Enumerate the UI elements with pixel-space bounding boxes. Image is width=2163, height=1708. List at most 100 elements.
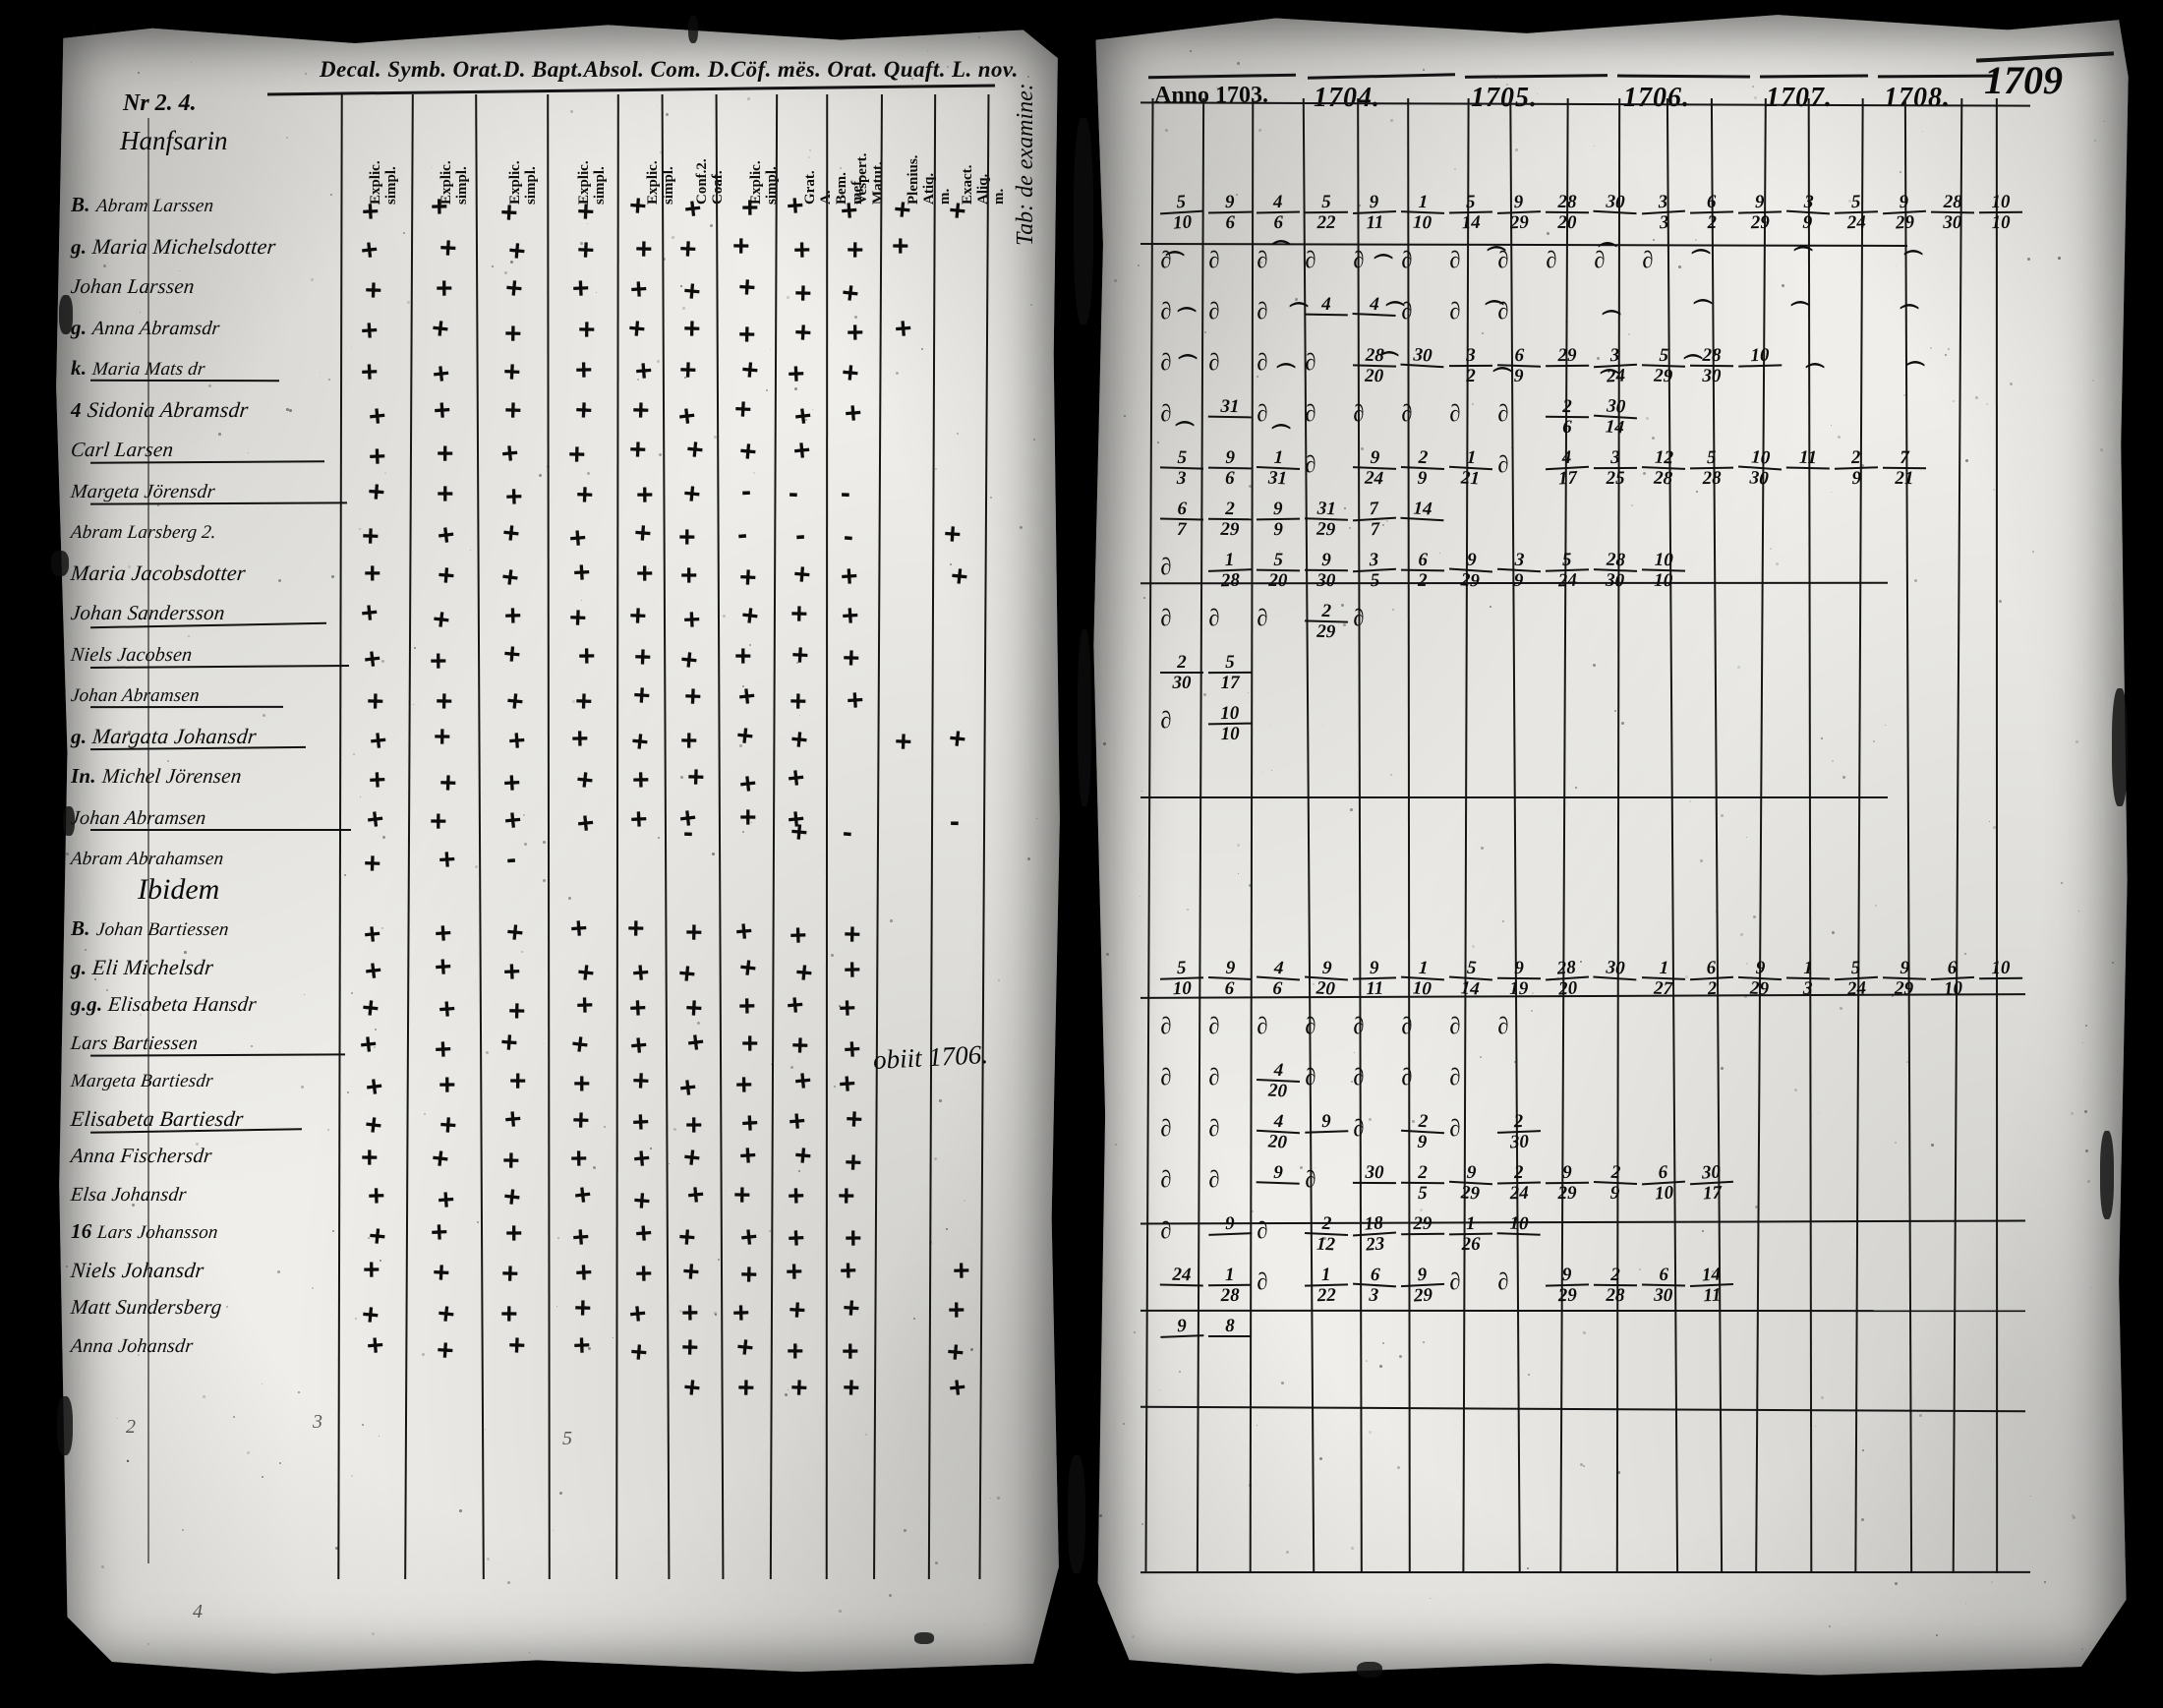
year-header-4: 1707.: [1766, 83, 1833, 114]
right-s1-entry-5-5: 29: [1400, 447, 1445, 489]
right-s1-ditto-1-3: ∂: [1303, 247, 1318, 274]
paper-speck: [1906, 1061, 1908, 1063]
paper-speck: [2112, 962, 2114, 964]
right-s1-entry-0-7: 9 29: [1496, 192, 1542, 233]
right-s1-ditto-2-0: ∂: [1158, 298, 1174, 325]
right-s2-entry-6-9: 2 28: [1594, 1266, 1637, 1305]
right-s1-entry-0-3: 5 22: [1305, 193, 1348, 232]
paper-speck: [785, 1393, 788, 1396]
paper-speck: [2071, 1112, 2074, 1115]
year-header-rule-1: [1308, 73, 1455, 80]
paper-speck: [787, 296, 789, 299]
paper-speck: [424, 1113, 426, 1115]
paper-speck: [305, 73, 307, 75]
paper-speck: [1903, 394, 1905, 396]
right-s1-entry-5-9: 3 25: [1594, 448, 1637, 488]
paper-speck: [570, 110, 573, 113]
paper-speck: [1138, 265, 1140, 266]
paper-speck: [1359, 205, 1361, 206]
paper-speck: [1710, 1659, 1712, 1661]
right-s1-ditto-8-4: ∂: [1351, 605, 1367, 632]
paper-speck: [2044, 1581, 2046, 1583]
paper-blotch-2: [63, 806, 75, 836]
right-s1-ditto-4-0: ∂: [1158, 400, 1174, 428]
paper-speck: [1829, 1625, 1831, 1627]
paper-speck: [1386, 520, 1388, 522]
right-s1-entry-3-10: 5 29: [1641, 345, 1685, 385]
right-s1-ditto-8-1: ∂: [1206, 605, 1222, 632]
paper-speck: [1931, 1144, 1934, 1147]
paper-speck: [355, 1318, 357, 1320]
paper-speck: [1794, 1089, 1797, 1091]
paper-speck: [1323, 1237, 1326, 1240]
right-s2-ditto-2-6: ∂: [1447, 1064, 1463, 1091]
right-table-brace-12: ⁀: [1604, 311, 1620, 345]
paper-speck: [834, 1086, 836, 1088]
paper-speck: [747, 97, 750, 100]
right-s2-entry-0-1: 96: [1207, 958, 1253, 999]
right-s2-entry-0-12: 9 29: [1737, 958, 1783, 999]
paper-speck: [1776, 562, 1779, 565]
right-table-vrule-0: [1144, 98, 1153, 1573]
paper-speck: [1755, 1206, 1758, 1208]
paper-speck: [378, 202, 380, 205]
paper-speck: [1257, 376, 1258, 378]
right-s2-entry-0-13: 13: [1786, 959, 1831, 999]
paper-speck: [1165, 129, 1168, 132]
paper-speck: [723, 615, 726, 618]
year-header-rule-3: [1617, 75, 1750, 79]
paper-speck: [103, 265, 106, 267]
paper-speck: [1099, 1514, 1102, 1517]
paper-speck: [1639, 1268, 1641, 1270]
paper-speck: [1343, 623, 1346, 626]
paper-speck: [1308, 814, 1310, 816]
right-s2-entry-5-1: 9: [1208, 1213, 1253, 1236]
paper-speck: [939, 1099, 942, 1102]
right-s2-entry-5-3: 2 12: [1304, 1213, 1349, 1255]
paper-speck: [330, 194, 332, 196]
paper-speck: [1300, 1166, 1303, 1169]
right-s1-entry-3-5: 30: [1400, 345, 1444, 369]
paper-speck: [93, 28, 95, 29]
right-s1-entry-5-13: 11: [1786, 448, 1830, 470]
right-s1-entry-5-14: 29: [1834, 447, 1878, 488]
paper-speck: [1721, 1067, 1724, 1070]
paper-speck: [184, 951, 187, 954]
right-table-brace-13: ⁀: [1695, 300, 1712, 334]
right-s2-entry-0-7: 9 19: [1497, 959, 1541, 999]
right-s2-entry-5-6: 1 26: [1449, 1214, 1493, 1255]
right-s2-ditto-6-2: ∂: [1255, 1268, 1270, 1296]
paper-speck: [286, 408, 289, 411]
right-table-brace-19: ⁀: [1494, 368, 1511, 402]
paper-speck: [1752, 86, 1754, 88]
paper-speck: [2008, 60, 2010, 62]
paper-speck: [1900, 171, 1901, 173]
right-table-brace-0: ⁀: [1167, 252, 1184, 286]
paper-speck: [1143, 597, 1145, 599]
year-header-rule-5: [1878, 75, 1996, 79]
right-s2-ditto-1-6: ∂: [1447, 1013, 1463, 1040]
paper-speck: [539, 474, 542, 477]
paper-speck: [1617, 1471, 1620, 1474]
right-s2-entry-5-7: 10: [1497, 1213, 1542, 1235]
right-s1-ditto-5-7: ∂: [1495, 451, 1511, 479]
paper-speck: [553, 1530, 554, 1531]
right-s2-ditto-2-4: ∂: [1351, 1064, 1367, 1091]
paper-speck: [263, 714, 265, 717]
right-s2-entry-4-7: 2 24: [1497, 1163, 1542, 1204]
right-s2-ditto-1-2: ∂: [1255, 1013, 1270, 1040]
paper-speck: [1838, 436, 1841, 439]
right-s1-entry-5-12: 10 30: [1737, 447, 1783, 490]
paper-speck: [742, 831, 744, 833]
paper-blotch-10: [1357, 1662, 1382, 1678]
right-s2-ditto-2-1: ∂: [1206, 1064, 1222, 1091]
right-s1-entry-6-5: 14: [1400, 499, 1444, 521]
paper-blotch-3: [1074, 118, 1093, 324]
right-s1-entry-9-1: 5 17: [1208, 653, 1252, 692]
paper-speck: [422, 1353, 425, 1356]
paper-speck: [588, 1347, 591, 1350]
right-s2-entry-3-7: 2 30: [1496, 1111, 1542, 1152]
paper-speck: [1575, 787, 1577, 789]
right-s1-ditto-4-2: ∂: [1255, 400, 1270, 428]
paper-speck: [1527, 1567, 1529, 1569]
